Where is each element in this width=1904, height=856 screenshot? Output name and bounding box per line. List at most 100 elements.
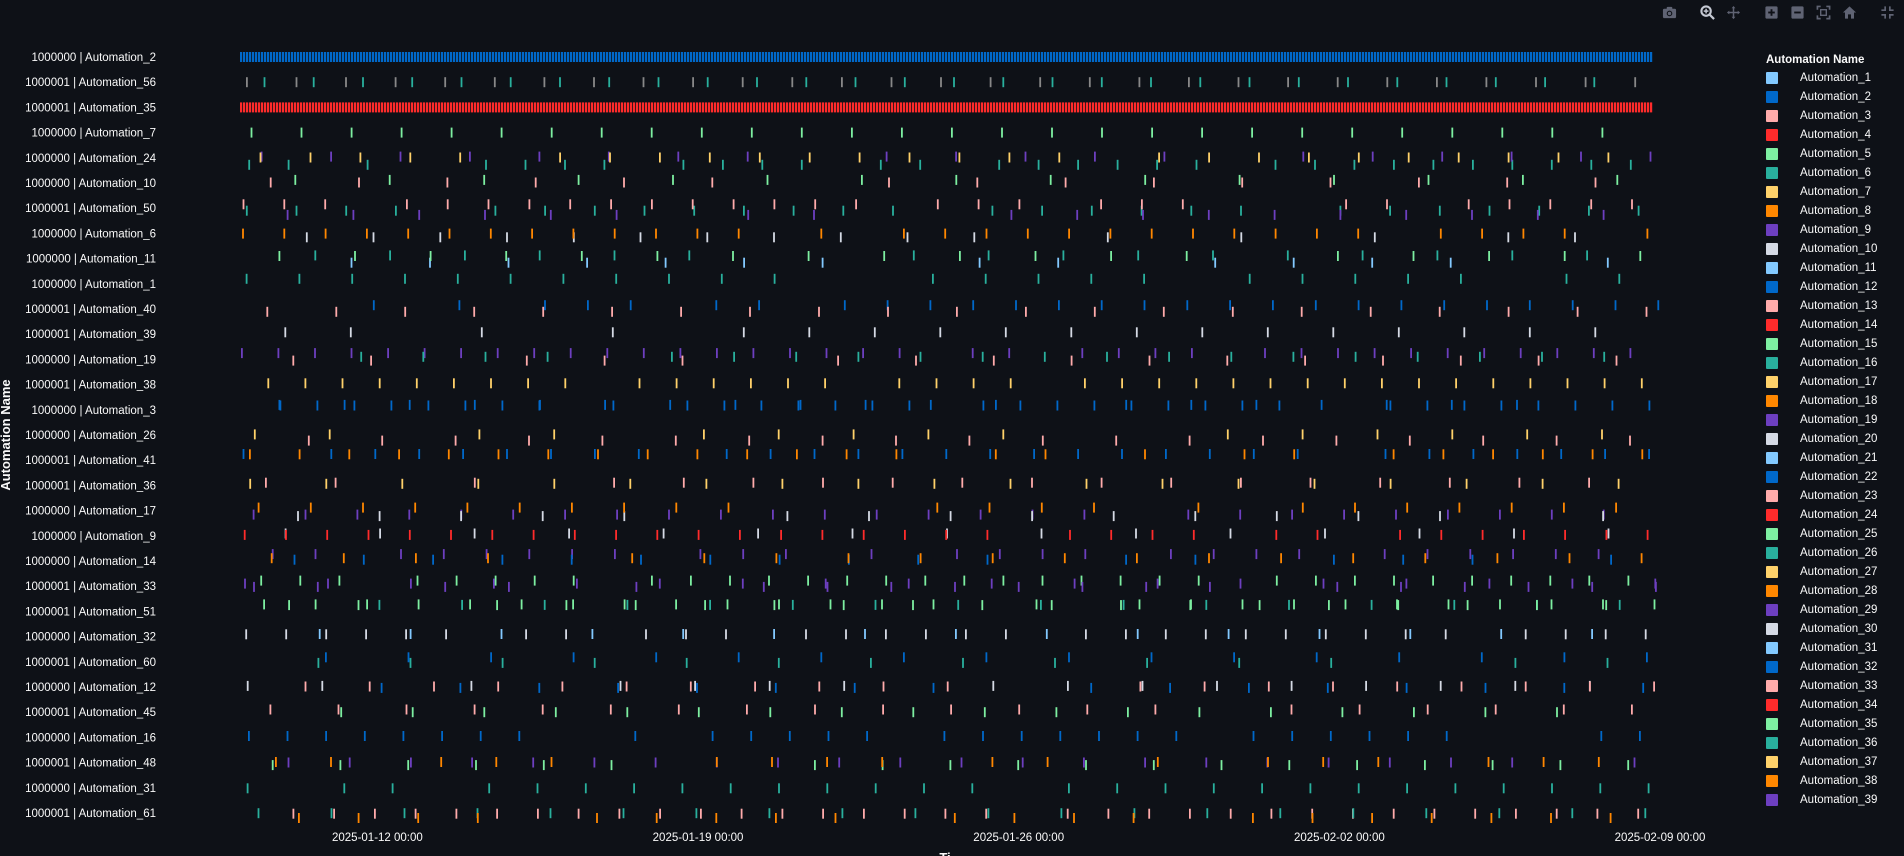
event-bar[interactable]	[317, 657, 320, 668]
event-bar[interactable]	[1521, 52, 1524, 62]
event-bar[interactable]	[990, 578, 993, 589]
event-bar[interactable]	[936, 199, 939, 210]
event-bar[interactable]	[1446, 102, 1449, 113]
event-bar[interactable]	[1086, 52, 1089, 62]
event-bar[interactable]	[1212, 783, 1215, 794]
event-bar[interactable]	[597, 102, 600, 113]
event-bar[interactable]	[1482, 52, 1485, 62]
event-bar[interactable]	[1323, 102, 1326, 113]
event-bar[interactable]	[864, 629, 866, 639]
event-bar[interactable]	[1632, 102, 1635, 113]
event-bar[interactable]	[1524, 629, 1527, 640]
event-bar[interactable]	[1107, 102, 1110, 113]
event-bar[interactable]	[1608, 52, 1611, 62]
event-bar[interactable]	[1029, 52, 1032, 62]
event-bar[interactable]	[1439, 228, 1442, 239]
event-bar[interactable]	[1629, 435, 1631, 446]
event-bar[interactable]	[1279, 808, 1282, 819]
event-bar[interactable]	[1410, 52, 1413, 62]
event-bar[interactable]	[408, 399, 411, 410]
event-bar[interactable]	[881, 757, 884, 767]
event-bar[interactable]	[1240, 477, 1242, 488]
event-bar[interactable]	[1258, 152, 1260, 163]
event-bar[interactable]	[805, 629, 807, 640]
event-bar[interactable]	[697, 707, 700, 718]
event-bar[interactable]	[1593, 52, 1596, 62]
event-bar[interactable]	[912, 52, 915, 62]
event-bar[interactable]	[1053, 102, 1056, 113]
event-bar[interactable]	[919, 351, 922, 362]
event-bar[interactable]	[820, 652, 823, 663]
event-bar[interactable]	[1474, 808, 1477, 819]
event-bar[interactable]	[1041, 205, 1043, 216]
event-bar[interactable]	[1275, 102, 1278, 113]
event-bar[interactable]	[1599, 52, 1602, 62]
event-bar[interactable]	[1542, 52, 1545, 62]
event-bar[interactable]	[1392, 808, 1395, 819]
event-bar[interactable]	[798, 52, 801, 62]
event-bar[interactable]	[357, 813, 360, 823]
event-bar[interactable]	[1296, 52, 1299, 62]
event-bar[interactable]	[1575, 52, 1578, 62]
event-bar[interactable]	[327, 578, 329, 589]
event-bar[interactable]	[699, 52, 702, 62]
event-bar[interactable]	[740, 808, 743, 819]
event-bar[interactable]	[1597, 549, 1600, 560]
event-bar[interactable]	[1231, 306, 1234, 317]
event-bar[interactable]	[1492, 378, 1495, 389]
event-bar[interactable]	[1611, 102, 1614, 113]
event-bar[interactable]	[1255, 549, 1258, 560]
event-bar[interactable]	[919, 553, 922, 564]
event-bar[interactable]	[939, 102, 942, 113]
event-bar[interactable]	[480, 52, 483, 62]
event-bar[interactable]	[568, 528, 570, 539]
event-bar[interactable]	[1125, 629, 1127, 640]
event-bar[interactable]	[951, 127, 953, 138]
event-bar[interactable]	[450, 127, 453, 138]
event-bar[interactable]	[1190, 205, 1193, 216]
event-bar[interactable]	[734, 399, 737, 410]
event-bar[interactable]	[1498, 808, 1501, 819]
event-bar[interactable]	[510, 102, 513, 113]
event-bar[interactable]	[1500, 52, 1503, 62]
event-bar[interactable]	[1499, 509, 1501, 520]
event-bar[interactable]	[1593, 77, 1596, 88]
event-bar[interactable]	[1146, 657, 1148, 668]
event-bar[interactable]	[1179, 52, 1182, 62]
event-bar[interactable]	[531, 52, 534, 62]
event-bar[interactable]	[1380, 102, 1383, 113]
event-bar[interactable]	[624, 52, 627, 62]
event-bar[interactable]	[462, 449, 464, 459]
event-bar[interactable]	[879, 52, 882, 62]
event-bar[interactable]	[981, 351, 984, 362]
event-bar[interactable]	[1330, 657, 1333, 668]
event-bar[interactable]	[711, 52, 714, 62]
event-bar[interactable]	[444, 581, 447, 592]
event-bar[interactable]	[506, 449, 508, 459]
event-bar[interactable]	[1397, 600, 1400, 611]
event-bar[interactable]	[750, 378, 752, 389]
event-bar[interactable]	[753, 52, 756, 62]
event-bar[interactable]	[561, 102, 564, 113]
event-bar[interactable]	[753, 102, 756, 113]
event-bar[interactable]	[1368, 52, 1371, 62]
event-bar[interactable]	[610, 760, 613, 771]
event-bar[interactable]	[1136, 553, 1138, 564]
event-bar[interactable]	[742, 327, 745, 338]
event-bar[interactable]	[1618, 599, 1621, 610]
event-bar[interactable]	[687, 102, 690, 113]
event-bar[interactable]	[864, 102, 867, 113]
event-bar[interactable]	[567, 102, 570, 113]
event-bar[interactable]	[1632, 52, 1635, 62]
event-bar[interactable]	[726, 52, 729, 62]
event-bar[interactable]	[1618, 273, 1621, 284]
event-bar[interactable]	[638, 378, 641, 389]
event-bar[interactable]	[999, 102, 1002, 113]
event-bar[interactable]	[1033, 449, 1035, 459]
event-bar[interactable]	[1626, 52, 1629, 62]
event-bar[interactable]	[813, 449, 816, 459]
event-bar[interactable]	[1433, 808, 1436, 819]
event-bar[interactable]	[303, 102, 306, 113]
event-bar[interactable]	[263, 599, 265, 610]
event-bar[interactable]	[522, 52, 525, 62]
